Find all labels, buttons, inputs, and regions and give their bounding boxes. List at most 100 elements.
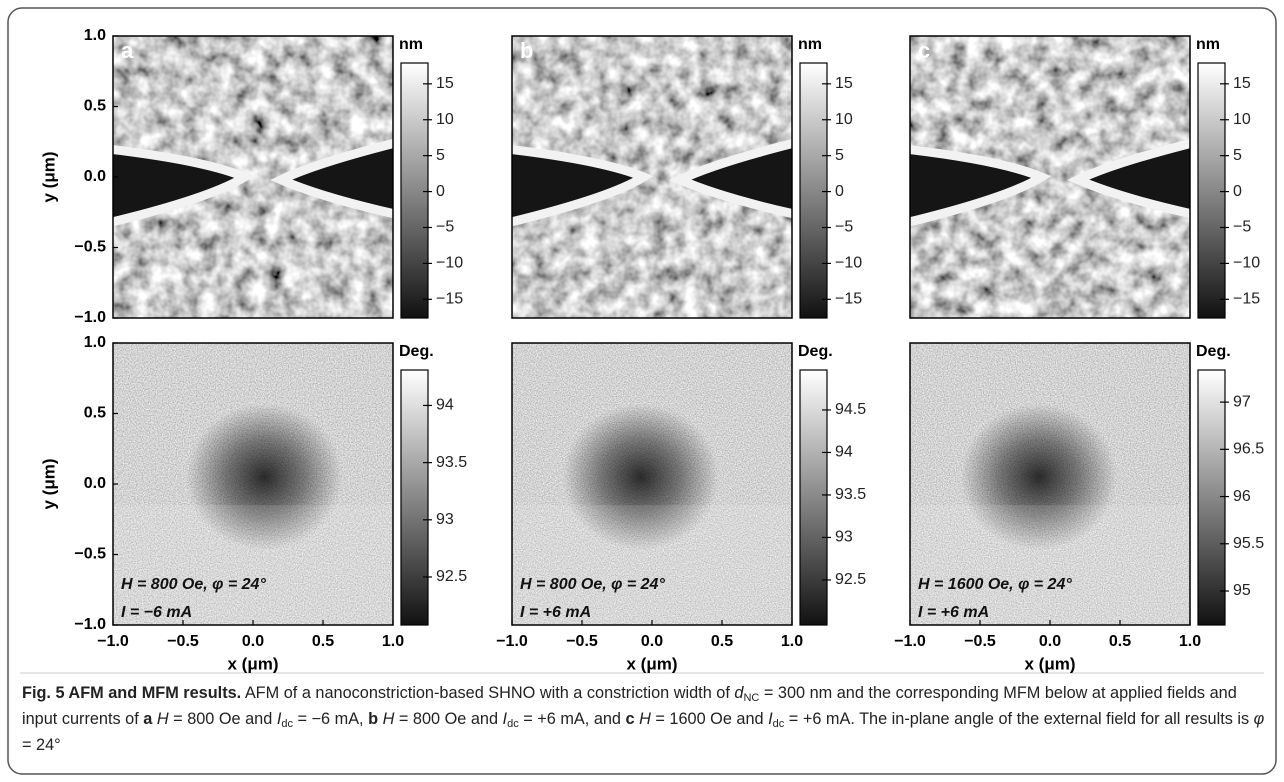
panel-label: a <box>121 38 134 63</box>
heatmap-image <box>512 36 792 318</box>
colorbar-tick-label: 5 <box>835 147 844 164</box>
colorbar <box>799 62 828 319</box>
y-tick-label: −0.5 <box>74 239 106 256</box>
colorbar-tick-label: −15 <box>436 291 463 308</box>
x-tick-label: 0.0 <box>242 633 264 650</box>
colorbar-tick-label: 92.5 <box>436 568 467 585</box>
caption-text: dc <box>772 718 785 730</box>
colorbar-tick-label: 15 <box>835 75 853 92</box>
y-tick-label: 1.0 <box>84 27 106 44</box>
x-tick-label: −1.0 <box>496 633 528 650</box>
panel-label: b <box>520 38 533 63</box>
x-axis-label: x (μm) <box>626 654 677 673</box>
plot-frame <box>511 35 793 319</box>
colorbar-tick-label: 96.5 <box>1233 441 1264 458</box>
colorbar <box>400 369 429 626</box>
caption-title: Fig. 5 AFM and MFM results. <box>22 684 242 702</box>
colorbar-tick-label: 93 <box>436 511 454 528</box>
x-tick-label: −1.0 <box>97 633 129 650</box>
caption-text: = −6 mA, <box>292 710 369 728</box>
electrode <box>1067 138 1190 219</box>
colorbar-tick-label: 92.5 <box>835 571 866 588</box>
colorbar-tick-label: −5 <box>1233 219 1251 236</box>
colorbar-tick-label: −15 <box>835 291 862 308</box>
colorbar-tick-label: 96 <box>1233 488 1251 505</box>
x-axis-label: x (μm) <box>1024 654 1075 673</box>
colorbar-label: Deg. <box>798 343 833 360</box>
lower-contrast <box>512 505 792 625</box>
x-axis-label: x (μm) <box>227 654 278 673</box>
colorbar-tick-label: 94.5 <box>835 401 866 418</box>
y-tick-label: 1.0 <box>84 334 106 351</box>
electrode <box>910 145 1052 227</box>
colorbar <box>400 62 429 319</box>
caption-text: d <box>734 684 744 702</box>
annotation: H = 1600 Oe, φ = 24° <box>918 576 1072 593</box>
panel-label: c <box>918 38 930 63</box>
heatmap-image <box>113 343 393 625</box>
x-tick-label: −0.5 <box>566 633 598 650</box>
x-tick-label: 0.0 <box>641 633 663 650</box>
caption-text: dc <box>507 718 519 730</box>
y-tick-label: 0.5 <box>84 98 106 115</box>
colorbar-tick-label: 95.5 <box>1233 535 1264 552</box>
y-tick-label: 0.5 <box>84 405 106 422</box>
colorbar-tick-label: 15 <box>1233 75 1251 92</box>
x-tick-label: 0.5 <box>312 633 334 650</box>
colorbar-tick-label: 15 <box>436 75 454 92</box>
caption-text: dc <box>281 718 293 730</box>
colorbar-tick-label: 5 <box>1233 147 1242 164</box>
x-tick-label: 1.0 <box>781 633 803 650</box>
colorbar-label: nm <box>1196 36 1220 53</box>
colorbar-tick-label: 0 <box>835 183 844 200</box>
caption: Fig. 5 AFM and MFM results. AFM of a nan… <box>22 680 1267 758</box>
caption-text: = 300 nm and the corresponding MFM below… <box>22 684 1237 728</box>
caption-text: I <box>768 710 773 728</box>
caption-text: I <box>502 710 508 728</box>
plot-frame <box>909 35 1191 319</box>
colorbar-label: nm <box>798 36 822 53</box>
electrode <box>512 145 654 227</box>
colorbar-label: Deg. <box>399 343 434 360</box>
caption-text: NC <box>743 692 760 704</box>
caption-text: = 800 Oe and <box>168 710 277 728</box>
x-tick-label: 1.0 <box>382 633 404 650</box>
colorbar-tick-label: 0 <box>436 183 445 200</box>
colorbar-tick-label: 94 <box>436 397 454 414</box>
annotation: H = 800 Oe, φ = 24° <box>520 576 665 593</box>
colorbar-tick-label: −15 <box>1233 291 1260 308</box>
colorbar-tick-label: 10 <box>1233 111 1251 128</box>
caption-text: I <box>276 710 282 728</box>
heatmap-image <box>910 343 1190 625</box>
colorbar-tick-label: 5 <box>436 147 445 164</box>
colorbar-tick-label: 93.5 <box>436 454 467 471</box>
colorbar <box>799 369 828 626</box>
caption-text: H <box>382 710 395 728</box>
y-axis-label: y (μm) <box>39 151 58 202</box>
caption-text: = 1600 Oe and <box>650 710 769 728</box>
colorbar-tick-label: −10 <box>835 255 862 272</box>
colorbar-tick-label: −10 <box>1233 255 1260 272</box>
colorbar-tick-label: 95 <box>1233 582 1251 599</box>
x-tick-label: 0.5 <box>1109 633 1131 650</box>
y-tick-label: −0.5 <box>74 546 106 563</box>
x-tick-label: 1.0 <box>1179 633 1201 650</box>
heatmap-image <box>512 343 792 625</box>
electrode <box>113 145 255 227</box>
x-tick-label: −1.0 <box>894 633 926 650</box>
colorbar <box>1197 62 1226 319</box>
caption-text: c <box>625 710 635 728</box>
caption-text: = +6 mA, and <box>518 710 626 728</box>
electrode <box>669 138 792 219</box>
lower-contrast <box>910 505 1190 625</box>
magnetic-contrast <box>185 403 343 551</box>
colorbar-tick-label: 10 <box>835 111 853 128</box>
electrode <box>270 138 393 219</box>
annotation: I = +6 mA <box>918 604 989 621</box>
colorbar-tick-label: 93 <box>835 529 853 546</box>
colorbar-tick-label: 97 <box>1233 393 1251 410</box>
magnetic-contrast <box>562 403 720 551</box>
x-tick-label: 0.5 <box>711 633 733 650</box>
